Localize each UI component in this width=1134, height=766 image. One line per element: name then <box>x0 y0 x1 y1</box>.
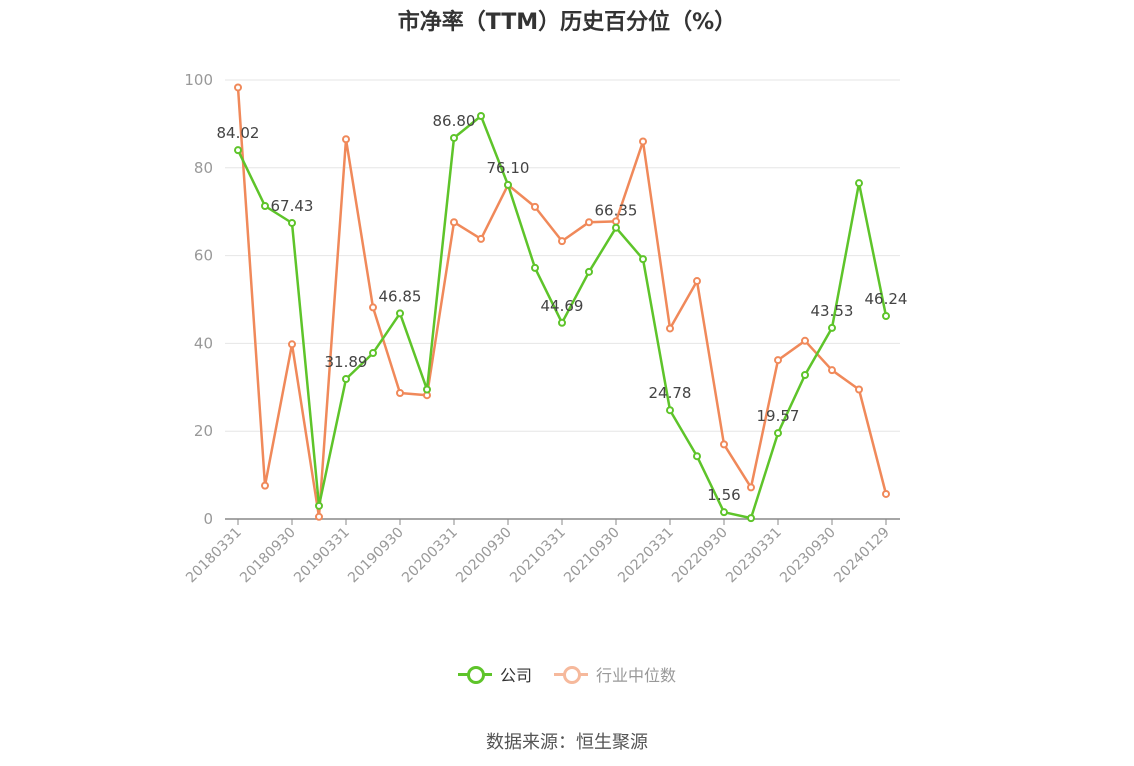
legend-industry-label: 行业中位数 <box>596 666 677 685</box>
point-company-20200331 <box>450 133 458 142</box>
point-company-20230630 <box>801 371 809 380</box>
point-company-20180331 <box>234 146 242 155</box>
data-label-company-20180331: 84.02 <box>217 124 260 142</box>
point-company-20220630 <box>693 452 701 461</box>
point-company-20230331 <box>774 429 782 438</box>
data-label-company-20190930: 46.85 <box>379 287 422 305</box>
x-tick-label-20240129: 20240129 <box>831 525 893 587</box>
y-tick-label-100: 100 <box>184 71 213 89</box>
series-layer <box>234 83 890 523</box>
point-industry-20190331 <box>342 135 350 144</box>
data-label-company-20210331: 44.69 <box>541 297 584 315</box>
x-tick-label-20210930: 20210930 <box>561 525 623 587</box>
x-tick-label-20190930: 20190930 <box>345 525 407 587</box>
x-tick-label-20180930: 20180930 <box>237 525 299 587</box>
data-label-company-20180930: 67.43 <box>271 197 314 215</box>
point-company-20220930 <box>720 508 728 517</box>
point-industry-20190930 <box>396 389 404 398</box>
point-industry-20190630 <box>369 303 377 312</box>
y-tick-label-40: 40 <box>194 334 213 352</box>
point-company-20210630 <box>585 267 593 276</box>
point-industry-20201231 <box>531 202 539 211</box>
point-company-20240129 <box>882 312 890 321</box>
x-tick-label-20230930: 20230930 <box>777 525 839 587</box>
x-tick-label-20210331: 20210331 <box>507 525 569 587</box>
y-tick-label-60: 60 <box>194 247 213 265</box>
x-tick-label-20200331: 20200331 <box>399 525 461 587</box>
point-company-20231231 <box>855 179 863 188</box>
point-company-20210331 <box>558 318 566 327</box>
x-tick-label-20230331: 20230331 <box>723 525 785 587</box>
point-company-20200630 <box>477 111 485 120</box>
point-industry-20221231 <box>747 483 755 492</box>
point-company-20190630 <box>369 349 377 358</box>
point-company-20190930 <box>396 309 404 318</box>
point-industry-20180331 <box>234 83 242 92</box>
y-tick-label-80: 80 <box>194 159 213 177</box>
chart-title: 市净率（TTM）历史百分位（%） <box>397 10 737 35</box>
legend-company-label: 公司 <box>499 666 532 685</box>
point-industry-20180630 <box>261 481 269 490</box>
point-company-20211231 <box>639 255 647 264</box>
point-company-20190331 <box>342 375 350 384</box>
legend-industry-marker-icon <box>554 665 588 684</box>
point-company-20201231 <box>531 263 539 272</box>
point-industry-20230331 <box>774 356 782 365</box>
point-industry-20240129 <box>882 489 890 498</box>
point-company-20221231 <box>747 514 755 523</box>
data-label-company-20220930: 1.56 <box>707 486 740 504</box>
point-company-20210930 <box>612 223 620 232</box>
point-industry-20220331 <box>666 324 674 333</box>
point-company-20181231 <box>315 501 323 510</box>
point-company-20191231 <box>423 385 431 394</box>
legend-item-company[interactable]: 公司 <box>457 662 532 686</box>
point-industry-20200630 <box>477 234 485 243</box>
point-industry-20180930 <box>288 340 296 349</box>
x-tick-label-20180331: 20180331 <box>183 525 245 587</box>
data-label-company-20220331: 24.78 <box>649 384 692 402</box>
chart-canvas: 0 20 40 60 80 100 2018033120180930201903312019… <box>183 71 908 586</box>
legend-item-industry[interactable]: 行业中位数 <box>554 662 676 686</box>
axis-layer: 0 20 40 60 80 100 2018033120180930201903312019… <box>183 71 900 586</box>
point-industry-20210630 <box>585 218 593 227</box>
data-label-layer: 84.02 67.43 31.89 46.85 86.80 76.10 44.69 66.35… <box>217 112 908 504</box>
x-tick-label-20220930: 20220930 <box>669 525 731 587</box>
data-label-company-20200331: 86.80 <box>433 112 476 130</box>
point-company-20230930 <box>828 323 836 332</box>
legend-company-marker-icon <box>457 665 492 684</box>
point-company-20200930 <box>504 180 512 189</box>
grid-layer <box>225 79 900 432</box>
point-industry-20220930 <box>720 440 728 449</box>
series-line-company <box>236 114 888 520</box>
data-label-company-20230331: 19.57 <box>757 407 800 425</box>
data-label-company-20240129: 46.24 <box>865 290 908 308</box>
point-industry-20230930 <box>828 366 836 375</box>
data-label-company-20200930: 76.10 <box>487 159 530 177</box>
data-source: 数据来源：恒生聚源 <box>486 732 648 753</box>
point-industry-20220630 <box>693 277 701 286</box>
x-tick-label-20190331: 20190331 <box>291 525 353 587</box>
data-label-company-20210930: 66.35 <box>595 202 638 220</box>
point-industry-20210331 <box>558 237 566 246</box>
data-label-company-20190331: 31.89 <box>325 353 368 371</box>
point-company-20180630 <box>261 201 269 210</box>
x-tick-label-20220331: 20220331 <box>615 525 677 587</box>
legend: 公司 行业中位数 <box>0 662 1134 686</box>
y-tick-label-0: 0 <box>203 510 213 528</box>
point-industry-20230630 <box>801 336 809 345</box>
point-industry-20200331 <box>450 218 458 227</box>
point-company-20220331 <box>666 406 674 415</box>
point-industry-20211231 <box>639 137 647 146</box>
point-company-20180930 <box>288 218 296 227</box>
y-tick-label-20: 20 <box>194 422 213 440</box>
x-tick-label-20200930: 20200930 <box>453 525 515 587</box>
point-industry-20231231 <box>855 385 863 394</box>
point-industry-20181231 <box>315 512 323 521</box>
data-label-company-20230930: 43.53 <box>811 302 854 320</box>
